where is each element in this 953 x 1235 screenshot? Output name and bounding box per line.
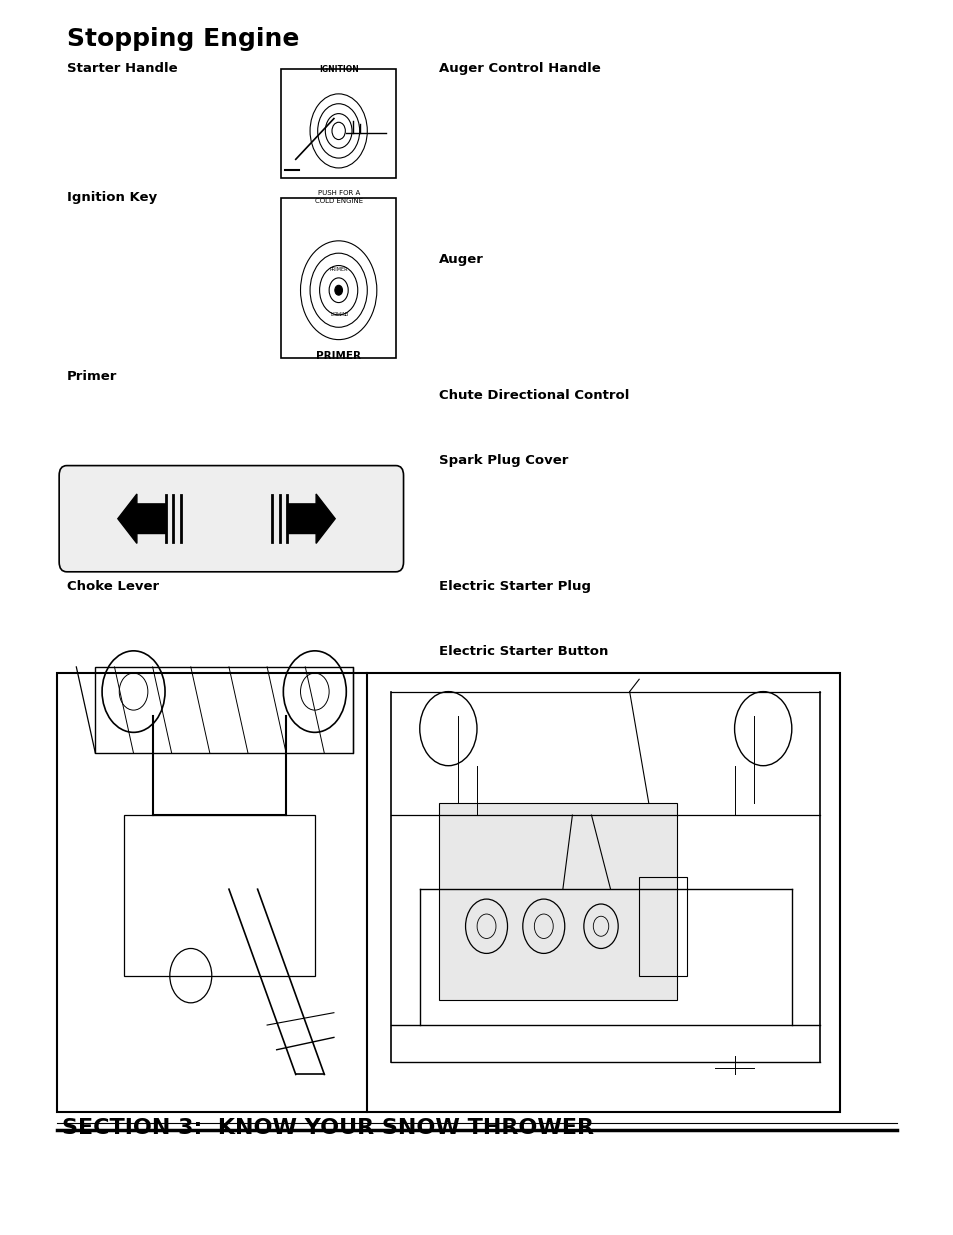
Bar: [281, 198, 395, 358]
Bar: [639, 877, 686, 976]
Text: SECTION 3:  KNOW YOUR SNOW THROWER: SECTION 3: KNOW YOUR SNOW THROWER: [62, 1118, 594, 1137]
Text: Auger Control Handle: Auger Control Handle: [438, 62, 600, 75]
FancyArrow shape: [287, 494, 335, 543]
Text: Ignition Key: Ignition Key: [67, 191, 156, 205]
Text: Spark Plug Cover: Spark Plug Cover: [438, 454, 568, 468]
Text: PRIMER: PRIMER: [315, 351, 361, 361]
Text: Electric Starter Button: Electric Starter Button: [438, 645, 608, 658]
Text: PUSH FOR A
COLD ENGINE: PUSH FOR A COLD ENGINE: [314, 190, 362, 204]
Circle shape: [335, 285, 342, 295]
Bar: [281, 69, 395, 178]
Text: Chute Directional Control: Chute Directional Control: [438, 389, 629, 403]
FancyBboxPatch shape: [59, 466, 403, 572]
Text: PRIMER: PRIMER: [329, 309, 348, 314]
Text: Choke Lever: Choke Lever: [67, 580, 159, 594]
Bar: [57, 673, 839, 1112]
Text: Primer: Primer: [67, 370, 117, 384]
Text: PRIMER: PRIMER: [329, 267, 348, 272]
Bar: [95, 667, 353, 753]
Text: Auger: Auger: [438, 253, 483, 267]
Text: Starter Handle: Starter Handle: [67, 62, 177, 75]
Text: IGNITION: IGNITION: [318, 65, 358, 74]
Bar: [438, 803, 677, 1000]
FancyArrow shape: [118, 494, 166, 543]
Bar: [124, 815, 314, 976]
Text: Stopping Engine: Stopping Engine: [67, 27, 299, 51]
Text: Electric Starter Plug: Electric Starter Plug: [438, 580, 590, 594]
